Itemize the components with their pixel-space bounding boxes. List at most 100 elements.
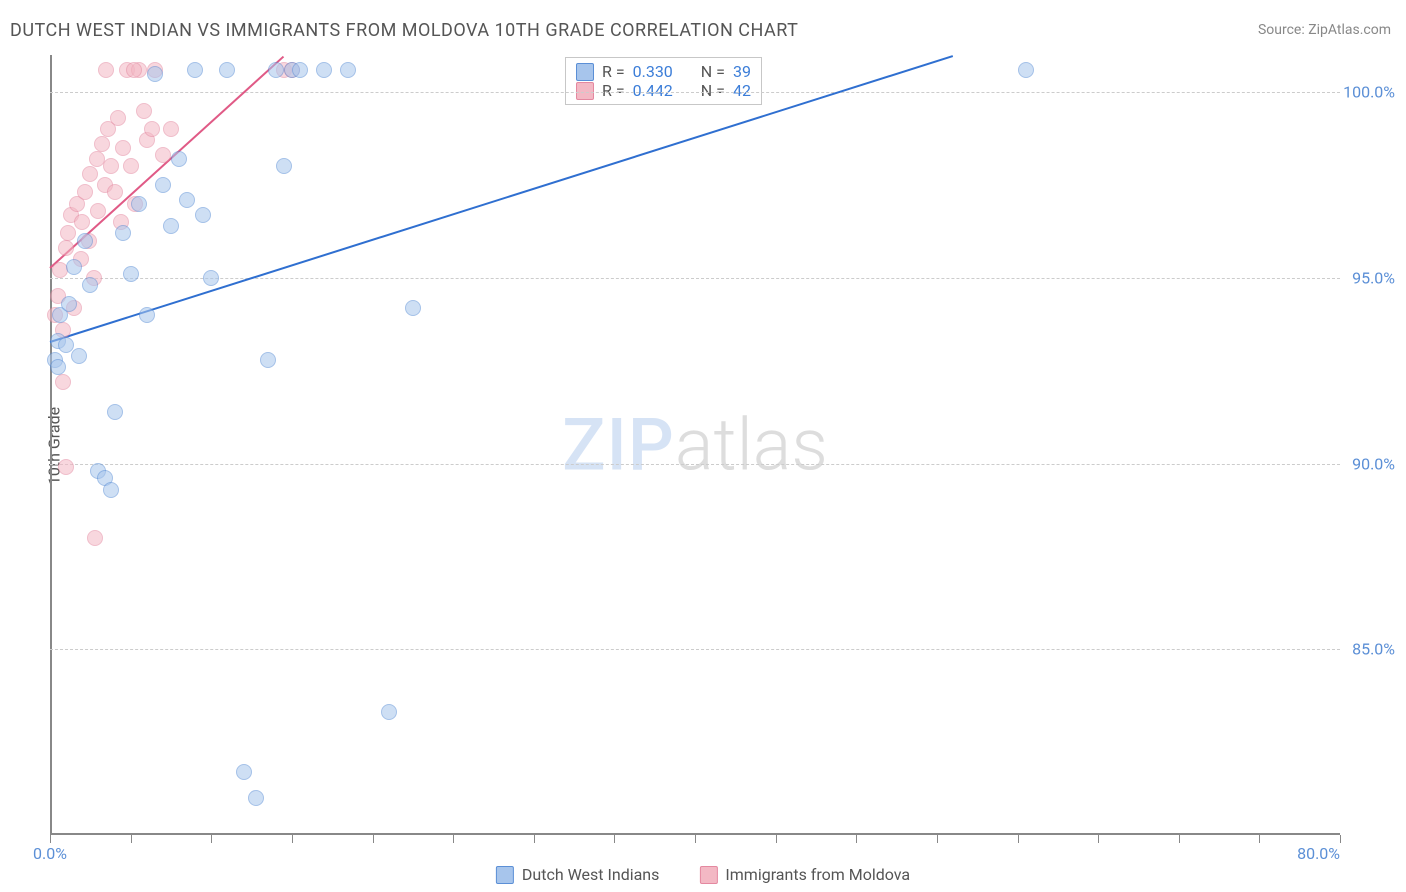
plot-area: ZIPatlas R =0.330N =39R =0.442N =42 85.0… [50, 55, 1340, 835]
x-tick [1018, 835, 1019, 843]
data-point-moldova [110, 110, 126, 126]
data-point-dutch [155, 177, 171, 193]
x-tick [453, 835, 454, 843]
data-point-dutch [381, 704, 397, 720]
data-point-moldova [90, 203, 106, 219]
x-tick-label-max: 80.0% [1297, 844, 1340, 863]
data-point-moldova [98, 62, 114, 78]
legend-swatch-bottom-dutch [496, 866, 514, 884]
data-point-dutch [276, 158, 292, 174]
legend-swatch-dutch [576, 63, 594, 81]
data-point-dutch [268, 62, 284, 78]
x-tick [1098, 835, 1099, 843]
n-value-dutch: 39 [733, 62, 751, 81]
x-tick [131, 835, 132, 843]
chart-title: DUTCH WEST INDIAN VS IMMIGRANTS FROM MOL… [10, 20, 798, 41]
data-point-dutch [260, 352, 276, 368]
data-point-dutch [187, 62, 203, 78]
source-attribution: Source: ZipAtlas.com [1258, 22, 1391, 38]
data-point-moldova [115, 140, 131, 156]
legend-swatch-bottom-moldova [699, 866, 717, 884]
data-point-dutch [50, 359, 66, 375]
data-point-dutch [340, 62, 356, 78]
data-point-dutch [219, 62, 235, 78]
data-point-dutch [61, 296, 77, 312]
x-tick [1179, 835, 1180, 843]
x-tick [211, 835, 212, 843]
n-label: N = [701, 62, 725, 81]
r-label: R = [602, 81, 625, 100]
data-point-dutch [179, 192, 195, 208]
data-point-dutch [316, 62, 332, 78]
legend-series-dutch: Dutch West Indians [496, 865, 660, 884]
series-legend: Dutch West Indians Immigrants from Moldov… [496, 865, 910, 884]
data-point-moldova [82, 166, 98, 182]
data-point-dutch [123, 266, 139, 282]
data-point-moldova [94, 136, 110, 152]
data-point-dutch [405, 300, 421, 316]
data-point-dutch [82, 277, 98, 293]
x-tick [937, 835, 938, 843]
watermark: ZIPatlas [562, 403, 828, 488]
data-point-dutch [203, 270, 219, 286]
data-point-dutch [103, 482, 119, 498]
y-tick-label: 85.0% [1352, 640, 1395, 659]
data-point-dutch [248, 790, 264, 806]
x-tick [50, 835, 51, 843]
data-point-moldova [74, 214, 90, 230]
y-axis-line [50, 55, 52, 835]
data-point-moldova [123, 158, 139, 174]
x-tick [856, 835, 857, 843]
n-label: N = [701, 81, 725, 100]
source-label: Source: [1258, 22, 1305, 38]
r-label: R = [602, 62, 625, 81]
data-point-dutch [171, 151, 187, 167]
data-point-dutch [66, 259, 82, 275]
x-tick [1259, 835, 1260, 843]
r-value-dutch: 0.330 [633, 62, 673, 81]
source-value: ZipAtlas.com [1308, 22, 1391, 38]
data-point-dutch [163, 218, 179, 234]
data-point-moldova [58, 240, 74, 256]
data-point-dutch [1018, 62, 1034, 78]
x-tick [534, 835, 535, 843]
legend-stat-row-moldova: R =0.442N =42 [576, 81, 751, 100]
data-point-dutch [292, 62, 308, 78]
data-point-moldova [103, 158, 119, 174]
watermark-zip: ZIP [562, 403, 675, 488]
data-point-moldova [163, 121, 179, 137]
data-point-dutch [195, 207, 211, 223]
gridline-h [50, 464, 1340, 465]
data-point-moldova [77, 184, 93, 200]
y-tick-label: 100.0% [1343, 83, 1395, 102]
data-point-moldova [107, 184, 123, 200]
data-point-dutch [236, 764, 252, 780]
x-tick [614, 835, 615, 843]
data-point-moldova [55, 374, 71, 390]
data-point-moldova [58, 459, 74, 475]
data-point-dutch [115, 225, 131, 241]
correlation-legend: R = 0.330 N = 39R =0.442N =42 [565, 57, 762, 105]
data-point-moldova [144, 121, 160, 137]
data-point-dutch [147, 66, 163, 82]
data-point-moldova [136, 103, 152, 119]
legend-swatch-moldova [576, 82, 594, 100]
y-tick-label: 95.0% [1352, 268, 1395, 287]
y-tick-label: 90.0% [1352, 454, 1395, 473]
x-tick [292, 835, 293, 843]
x-tick [776, 835, 777, 843]
data-point-dutch [107, 404, 123, 420]
data-point-dutch [131, 196, 147, 212]
x-tick [373, 835, 374, 843]
x-tick [1340, 835, 1341, 843]
data-point-moldova [60, 225, 76, 241]
legend-series-label-dutch: Dutch West Indians [522, 865, 660, 884]
legend-series-label-moldova: Immigrants from Moldova [725, 865, 910, 884]
data-point-dutch [139, 307, 155, 323]
watermark-atlas: atlas [675, 403, 828, 488]
data-point-dutch [71, 348, 87, 364]
data-point-dutch [77, 233, 93, 249]
legend-series-moldova: Immigrants from Moldova [699, 865, 910, 884]
data-point-moldova [87, 530, 103, 546]
x-tick-label-min: 0.0% [33, 844, 67, 863]
